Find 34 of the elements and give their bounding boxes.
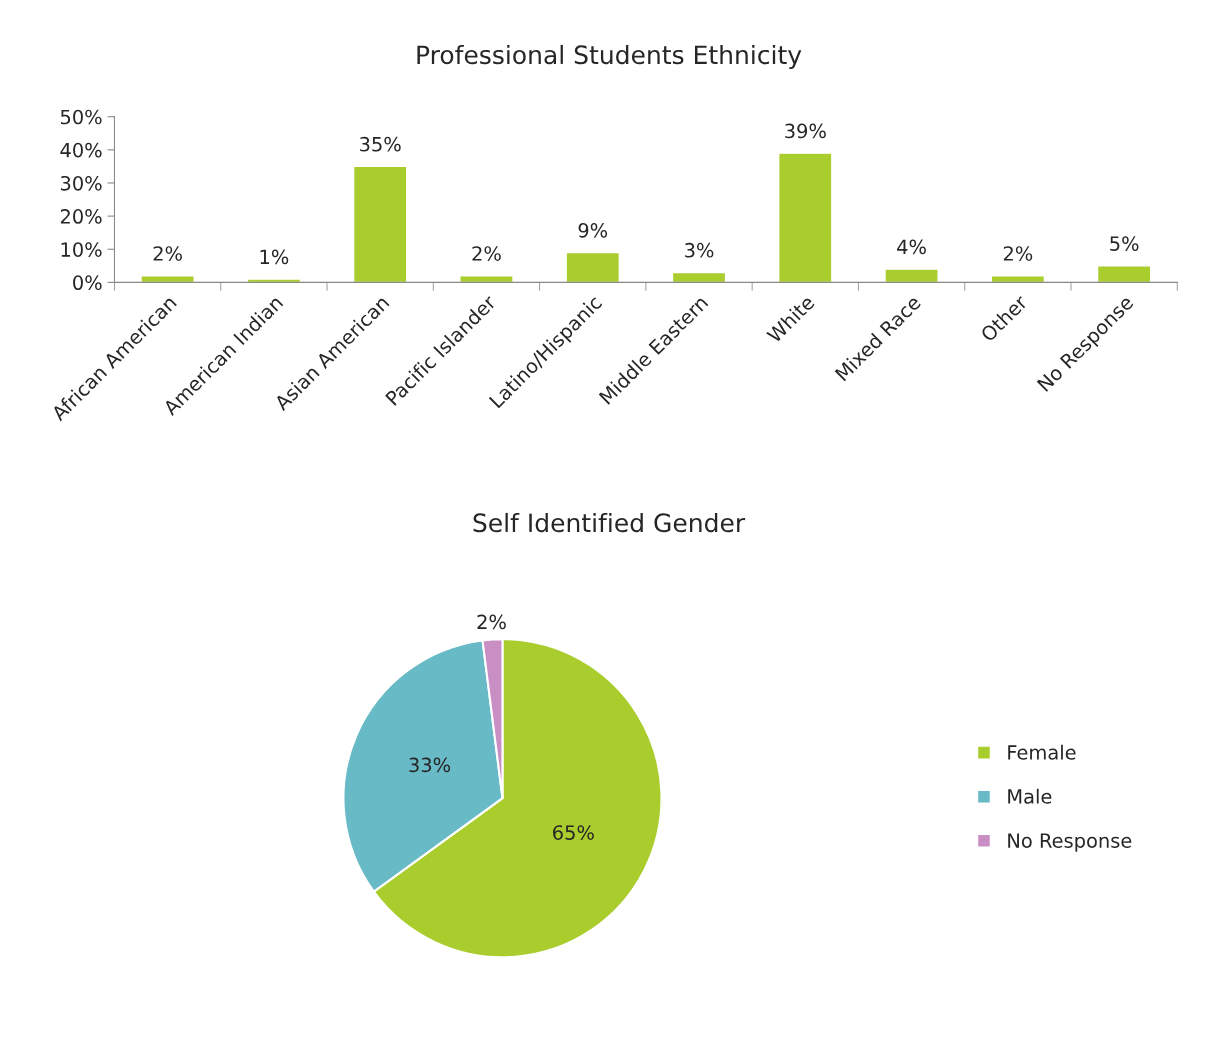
data-label: 65% <box>553 825 594 840</box>
y-tick-label: 30% <box>60 175 102 191</box>
y-tick-label: 10% <box>61 242 102 257</box>
data-label: 5% <box>1110 236 1139 251</box>
data-label: 2% <box>477 614 506 630</box>
data-label: 9% <box>578 222 608 238</box>
bar <box>990 275 1046 283</box>
bar <box>1096 265 1152 283</box>
bar <box>778 152 833 283</box>
bar <box>565 251 621 283</box>
y-tick-label: 20% <box>60 209 102 224</box>
bar <box>884 268 939 283</box>
data-label: 4% <box>897 239 926 255</box>
data-label: 33% <box>409 757 451 773</box>
legend-label: Female <box>1008 744 1076 760</box>
legend-label: Male <box>1008 788 1052 804</box>
bar <box>459 275 514 283</box>
bar <box>671 271 727 283</box>
legend-label: No Response <box>1008 833 1132 852</box>
data-label: 39% <box>785 123 826 139</box>
chart-title: Self Identified Gender <box>473 512 746 533</box>
bar <box>246 278 302 283</box>
bar <box>352 165 408 283</box>
data-label: 2% <box>1003 246 1033 261</box>
data-label: 35% <box>360 136 401 152</box>
data-label: 1% <box>260 249 289 265</box>
bar <box>140 275 195 283</box>
y-tick-label: 50% <box>60 109 102 125</box>
y-tick-label: 0% <box>73 275 102 291</box>
data-label: 2% <box>472 246 501 261</box>
chart-title: Professional Students Ethnicity <box>417 44 802 70</box>
y-tick-label: 40% <box>60 142 102 158</box>
data-label: 2% <box>153 246 182 261</box>
data-label: 3% <box>685 242 714 258</box>
